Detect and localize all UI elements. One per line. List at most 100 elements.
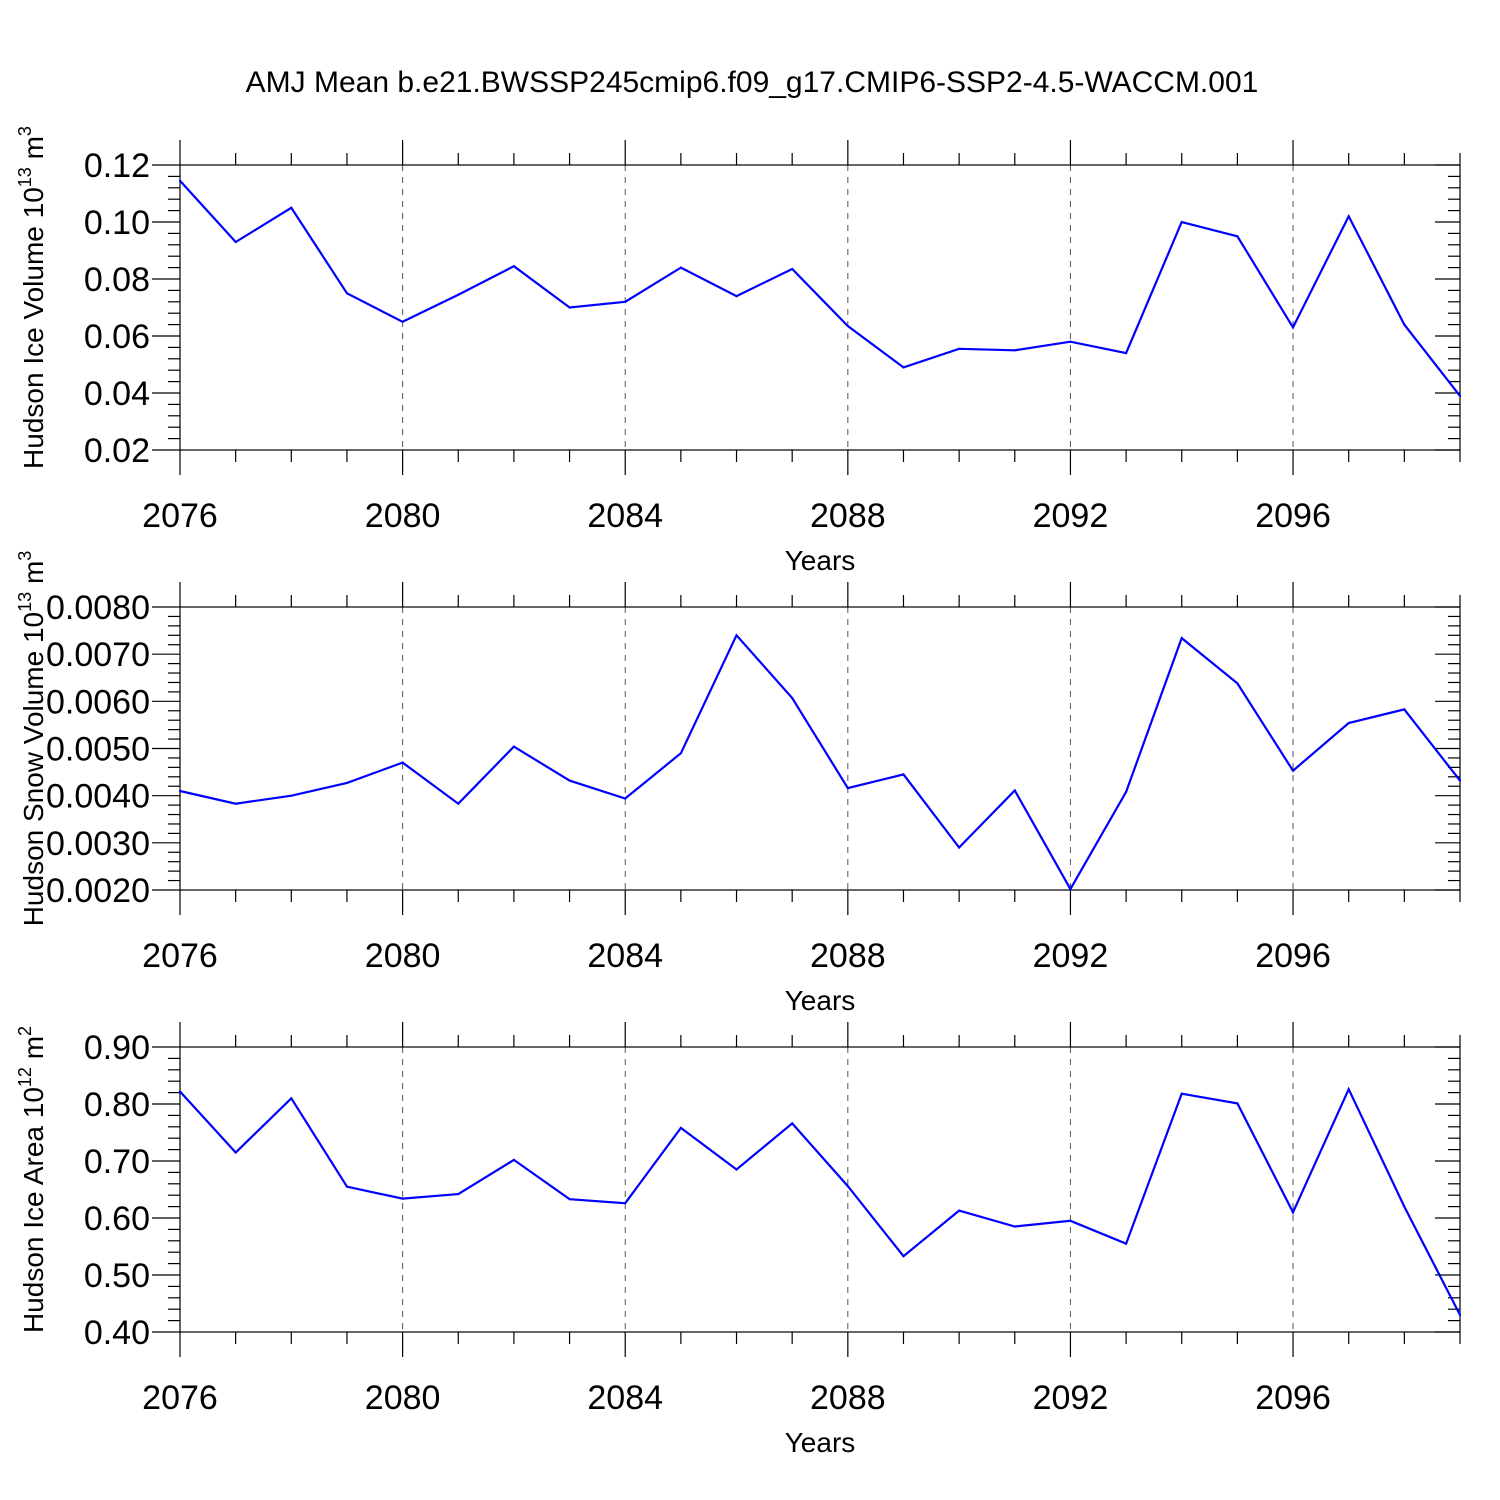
data-point <box>679 1126 682 1130</box>
y-axis-title-unit: m <box>18 1036 49 1067</box>
data-point <box>1013 789 1016 792</box>
y-axis-title-unit-exponent: 3 <box>15 551 35 561</box>
y-axis-title-exponent: 13 <box>15 592 35 612</box>
data-point <box>178 1090 182 1093</box>
x-tick-label: 2088 <box>810 937 886 975</box>
x-tick-label: 2080 <box>365 497 441 535</box>
data-point <box>1180 1092 1183 1095</box>
y-tick-label: 0.0060 <box>46 683 150 721</box>
x-tick-label: 2096 <box>1255 1379 1331 1417</box>
x-axis-title: Years <box>785 985 856 1016</box>
data-point <box>1013 349 1016 352</box>
x-tick-label: 2096 <box>1255 937 1331 975</box>
y-axis-title-unit-exponent: 2 <box>15 1026 35 1036</box>
data-point <box>345 781 349 785</box>
data-point <box>1347 721 1350 725</box>
y-tick-label: 0.40 <box>84 1314 150 1352</box>
x-tick-label: 2080 <box>365 1379 441 1417</box>
series-line <box>179 1086 1461 1316</box>
data-point <box>1403 323 1406 326</box>
data-point <box>624 300 627 303</box>
data-point <box>958 1209 961 1212</box>
data-point <box>791 696 794 700</box>
x-tick-label: 2092 <box>1033 497 1109 535</box>
data-point <box>1013 1225 1016 1228</box>
data-point <box>1236 235 1239 238</box>
y-axis-title-unit: m <box>18 561 49 592</box>
y-tick-label: 0.70 <box>84 1143 150 1181</box>
data-point <box>457 802 460 805</box>
panel-2: 2076 2080 2084 2088 2092 2096 0.0020 0.0030 0.00… <box>15 551 1462 1016</box>
y-tick-label: 0.60 <box>84 1200 150 1238</box>
data-point <box>234 802 237 805</box>
data-point <box>846 1184 849 1188</box>
data-point <box>345 292 349 295</box>
x-axis-title: Years <box>785 1427 856 1458</box>
y-tick-label: 0.0040 <box>46 778 150 816</box>
plot-frame <box>179 606 1461 891</box>
y-tick-label: 0.08 <box>84 261 150 299</box>
data-point <box>1180 220 1183 224</box>
x-tick-label: 2084 <box>587 1379 663 1417</box>
x-tick-label: 2076 <box>142 1379 218 1417</box>
series-line <box>179 633 1461 892</box>
data-point <box>290 1097 293 1100</box>
x-tick-label: 2092 <box>1033 937 1109 975</box>
y-tick-label: 0.02 <box>84 432 150 470</box>
data-point <box>1291 326 1295 329</box>
data-point <box>1291 1211 1295 1214</box>
data-point <box>457 293 460 296</box>
panel-3: 2076 2080 2084 2088 2092 2096 0.40 0.50 0.60 0.70… <box>15 1022 1462 1458</box>
data-point <box>791 267 794 271</box>
y-axis-title-exponent: 13 <box>15 167 35 187</box>
data-point <box>735 634 738 637</box>
y-axis-title-text: Hudson Ice Volume 10 <box>18 187 49 469</box>
x-tick-label: 2088 <box>810 1379 886 1417</box>
x-tick-label: 2096 <box>1255 497 1331 535</box>
data-point <box>345 1185 349 1188</box>
data-point <box>679 752 682 755</box>
y-tick-label: 0.06 <box>84 318 150 356</box>
data-point <box>1458 779 1462 782</box>
data-point <box>401 761 404 764</box>
x-tick-label: 2084 <box>587 497 663 535</box>
y-tick-label: 0.50 <box>84 1257 150 1295</box>
data-point <box>290 206 293 209</box>
data-point <box>457 1192 460 1196</box>
plot-frame <box>179 164 1461 451</box>
series-line <box>179 179 1461 397</box>
data-point <box>735 295 738 298</box>
data-point <box>1180 637 1183 640</box>
data-point <box>401 320 404 323</box>
y-axis-title: Hudson Ice Area 1012 m2 <box>15 1026 49 1333</box>
data-point <box>1124 1242 1128 1245</box>
y-axis-title-text: Hudson Ice Area 10 <box>18 1087 49 1333</box>
y-tick-label: 0.90 <box>84 1029 150 1067</box>
data-point <box>735 1168 738 1171</box>
panels: 2076 2080 2084 2088 2092 2096 0.02 0.04 0.06 0.08… <box>15 126 1462 1458</box>
y-axis-title: Hudson Snow Volume 1013 m3 <box>15 551 49 927</box>
data-point <box>1236 682 1239 685</box>
data-point <box>624 1202 627 1205</box>
data-point <box>1347 215 1350 218</box>
data-point <box>846 324 849 328</box>
data-point <box>902 1255 905 1258</box>
data-point <box>178 789 182 793</box>
y-tick-label: 0.80 <box>84 1086 150 1124</box>
data-point <box>512 1158 516 1161</box>
x-tick-label: 2088 <box>810 497 886 535</box>
data-point <box>1291 769 1295 772</box>
data-point <box>401 1197 404 1200</box>
x-tick-label: 2076 <box>142 937 218 975</box>
data-point <box>1124 790 1128 793</box>
x-tick-label: 2076 <box>142 497 218 535</box>
y-tick-label: 0.0080 <box>46 589 150 627</box>
data-point <box>902 366 905 369</box>
data-point <box>1069 887 1072 891</box>
data-point <box>1069 340 1072 343</box>
data-point <box>958 846 961 849</box>
data-point <box>512 745 516 748</box>
data-point <box>568 779 571 782</box>
y-tick-label: 0.04 <box>84 375 150 413</box>
